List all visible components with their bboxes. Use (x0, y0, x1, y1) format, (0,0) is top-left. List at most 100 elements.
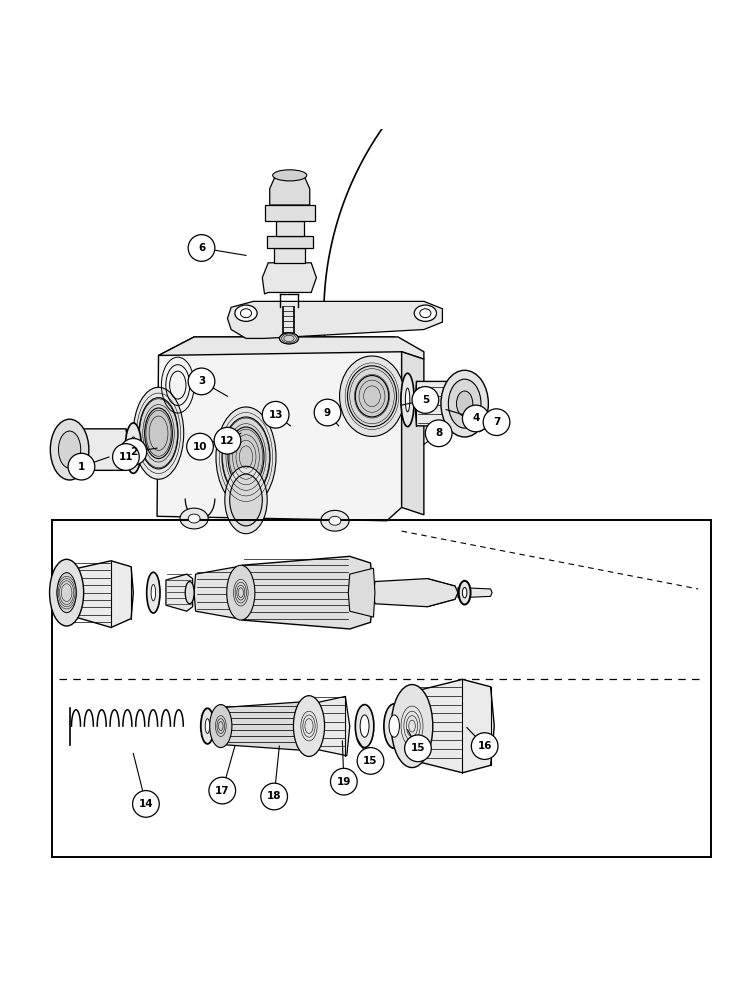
Circle shape (426, 420, 452, 447)
Circle shape (187, 433, 214, 460)
Ellipse shape (329, 516, 341, 525)
Bar (52, 520, 711, 857)
Polygon shape (274, 248, 305, 263)
Ellipse shape (293, 696, 324, 756)
Text: 15: 15 (411, 743, 426, 753)
Ellipse shape (420, 309, 431, 318)
Ellipse shape (125, 423, 141, 473)
Ellipse shape (180, 508, 208, 529)
Ellipse shape (51, 419, 89, 480)
Ellipse shape (201, 708, 214, 744)
Polygon shape (72, 429, 129, 470)
Circle shape (188, 368, 215, 395)
Polygon shape (458, 587, 492, 598)
Ellipse shape (147, 572, 160, 613)
Polygon shape (67, 561, 133, 627)
Polygon shape (348, 568, 375, 617)
Ellipse shape (227, 565, 255, 620)
Polygon shape (158, 337, 424, 359)
Polygon shape (263, 263, 316, 294)
Circle shape (330, 768, 357, 795)
Ellipse shape (59, 431, 80, 468)
Circle shape (112, 444, 139, 470)
Ellipse shape (216, 407, 276, 507)
Text: 3: 3 (198, 376, 205, 386)
Text: 9: 9 (324, 408, 331, 418)
Ellipse shape (339, 356, 405, 436)
Ellipse shape (133, 387, 184, 479)
Ellipse shape (139, 398, 178, 469)
Ellipse shape (273, 170, 307, 181)
Ellipse shape (185, 582, 194, 604)
Circle shape (463, 405, 489, 432)
Circle shape (357, 748, 384, 774)
Polygon shape (166, 574, 193, 611)
Text: 18: 18 (267, 791, 281, 801)
Polygon shape (228, 301, 443, 338)
Text: 16: 16 (478, 741, 492, 751)
Circle shape (471, 733, 498, 759)
Text: 8: 8 (435, 428, 443, 438)
Ellipse shape (449, 379, 481, 428)
Circle shape (483, 409, 510, 436)
Polygon shape (240, 556, 373, 629)
Circle shape (314, 399, 341, 426)
Circle shape (68, 453, 94, 480)
Polygon shape (221, 702, 309, 751)
Ellipse shape (144, 408, 173, 459)
Polygon shape (270, 175, 310, 205)
Ellipse shape (347, 366, 397, 427)
Ellipse shape (405, 388, 410, 412)
Circle shape (261, 783, 287, 810)
Polygon shape (402, 352, 424, 515)
Polygon shape (275, 221, 304, 236)
Text: 19: 19 (336, 777, 351, 787)
Text: 13: 13 (269, 410, 283, 420)
Ellipse shape (225, 466, 267, 534)
Circle shape (412, 387, 439, 413)
Ellipse shape (459, 581, 471, 605)
Text: 14: 14 (138, 799, 153, 809)
Polygon shape (415, 381, 463, 426)
Ellipse shape (441, 370, 488, 437)
Circle shape (188, 235, 215, 261)
Polygon shape (413, 679, 494, 773)
Text: 5: 5 (422, 395, 429, 405)
Ellipse shape (389, 715, 400, 737)
Ellipse shape (463, 587, 467, 598)
Ellipse shape (457, 391, 472, 416)
Ellipse shape (279, 333, 298, 344)
Polygon shape (310, 696, 350, 756)
Ellipse shape (356, 376, 388, 417)
Ellipse shape (384, 704, 405, 748)
Circle shape (214, 427, 241, 454)
Text: 6: 6 (198, 243, 205, 253)
Ellipse shape (356, 705, 373, 748)
Polygon shape (373, 579, 458, 607)
Text: 4: 4 (472, 413, 479, 423)
Text: 10: 10 (193, 442, 208, 452)
Ellipse shape (414, 305, 437, 321)
Text: 2: 2 (129, 447, 137, 457)
Ellipse shape (210, 705, 232, 748)
Polygon shape (265, 205, 315, 221)
Ellipse shape (391, 685, 433, 768)
Text: 15: 15 (363, 756, 378, 766)
Circle shape (132, 791, 159, 817)
Circle shape (120, 438, 147, 465)
Ellipse shape (228, 427, 264, 487)
Ellipse shape (50, 559, 83, 626)
Ellipse shape (321, 510, 349, 531)
Text: 12: 12 (220, 436, 234, 446)
Text: 17: 17 (215, 786, 230, 796)
Text: 11: 11 (118, 452, 133, 462)
Polygon shape (157, 337, 402, 521)
Ellipse shape (205, 719, 210, 733)
Polygon shape (267, 236, 312, 248)
Text: 7: 7 (493, 417, 500, 427)
Ellipse shape (188, 514, 200, 523)
Ellipse shape (401, 373, 414, 427)
Circle shape (263, 401, 289, 428)
Circle shape (209, 777, 236, 804)
Polygon shape (194, 567, 240, 619)
